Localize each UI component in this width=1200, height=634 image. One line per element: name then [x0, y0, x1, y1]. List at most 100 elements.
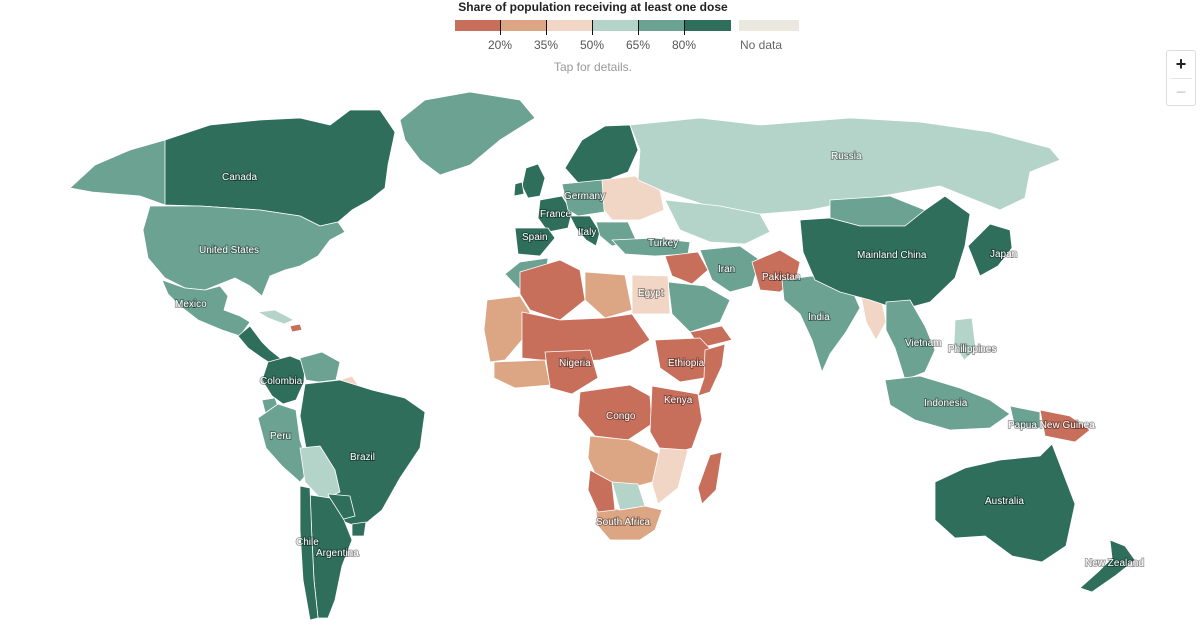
label-iran: Iran	[718, 264, 735, 275]
zoom-divider	[1170, 78, 1192, 79]
country-nigeria[interactable]	[544, 349, 599, 395]
country-egypt[interactable]	[631, 274, 671, 315]
map-legend: Share of population receiving at least o…	[0, 0, 1200, 80]
label-france: France	[540, 209, 572, 220]
country-botswana[interactable]	[611, 481, 646, 511]
legend-swatch-over-80	[685, 20, 731, 31]
country-haiti[interactable]	[289, 323, 303, 333]
label-kenya: Kenya	[664, 395, 693, 406]
country-japan-korea[interactable]	[967, 223, 1013, 277]
country-angola-zambia[interactable]	[587, 435, 665, 489]
label-turkey: Turkey	[648, 238, 678, 249]
country-united-states[interactable]	[142, 205, 346, 297]
country-italy[interactable]	[569, 215, 601, 247]
country-russia[interactable]	[629, 117, 1061, 215]
legend-tick	[592, 20, 593, 35]
legend-tick	[500, 20, 501, 35]
country-cuba[interactable]	[257, 309, 295, 325]
label-spain: Spain	[522, 232, 548, 243]
legend-tick	[684, 20, 685, 35]
label-australia: Australia	[985, 496, 1024, 507]
label-mainland-china: Mainland China	[857, 250, 927, 261]
label-chile: Chile	[296, 537, 319, 548]
legend-tick-label: 65%	[625, 38, 651, 52]
legend-swatch-50-65	[593, 20, 639, 31]
country-ireland[interactable]	[513, 181, 525, 197]
country-uruguay[interactable]	[351, 521, 367, 537]
legend-swatch-under-20	[455, 20, 501, 31]
legend-swatch-20-35	[501, 20, 547, 31]
legend-tick-label: 20%	[487, 38, 513, 52]
country-south-africa[interactable]	[594, 503, 663, 541]
zoom-control: + −	[1166, 50, 1196, 106]
label-south-africa: South Africa	[596, 517, 650, 528]
legend-title: Share of population receiving at least o…	[458, 0, 728, 14]
label-colombia: Colombia	[260, 376, 303, 387]
tap-hint: Tap for details.	[553, 60, 633, 74]
label-papua-new-guinea: Papua New Guinea	[1008, 420, 1095, 431]
country-mainland-china[interactable]	[799, 195, 971, 311]
country-philippines[interactable]	[953, 317, 977, 361]
label-egypt: Egypt	[638, 288, 664, 299]
legend-tick	[638, 20, 639, 35]
country-papua[interactable]	[1009, 405, 1041, 429]
label-ethiopia: Ethiopia	[668, 358, 705, 369]
country-namibia[interactable]	[587, 469, 616, 513]
label-united-states: United States	[199, 245, 259, 256]
legend-no-data-label: No data	[740, 38, 783, 52]
country-mozambique[interactable]	[651, 447, 689, 505]
label-russia: Russia	[831, 151, 862, 162]
label-vietnam: Vietnam	[905, 338, 942, 349]
label-argentina: Argentina	[316, 548, 359, 559]
country-saudi-arabia[interactable]	[667, 281, 731, 333]
country-bolivia[interactable]	[299, 445, 341, 501]
legend-tick-label: 80%	[671, 38, 697, 52]
country-western-africa[interactable]	[483, 295, 531, 363]
label-congo: Congo	[606, 411, 636, 422]
country-algeria[interactable]	[519, 259, 586, 321]
country-kazakhstan[interactable]	[664, 199, 771, 245]
country-iran[interactable]	[699, 245, 761, 293]
legend-tick	[546, 20, 547, 35]
country-iraq-syria[interactable]	[664, 251, 709, 285]
country-papua-new-guinea[interactable]	[1039, 409, 1091, 443]
country-southeast-asia[interactable]	[885, 299, 936, 381]
label-brazil: Brazil	[350, 452, 375, 463]
country-west-african-coast[interactable]	[493, 359, 551, 389]
legend-tick-label: 50%	[579, 38, 605, 52]
country-indonesia-malaysia[interactable]	[884, 375, 1011, 431]
label-germany: Germany	[564, 191, 605, 202]
label-indonesia: Indonesia	[924, 398, 968, 409]
label-india: India	[808, 312, 830, 323]
legend-tick-label: 35%	[533, 38, 559, 52]
country-mexico[interactable]	[161, 279, 251, 337]
country-alaska[interactable]	[69, 139, 173, 206]
label-nigeria: Nigeria	[559, 358, 591, 369]
legend-color-scale	[455, 20, 731, 31]
zoom-out-button[interactable]: −	[1175, 82, 1187, 102]
country-france[interactable]	[537, 195, 573, 233]
country-greenland[interactable]	[399, 91, 536, 176]
label-peru: Peru	[270, 431, 291, 442]
legend-swatch-65-80	[639, 20, 685, 31]
country-united-kingdom[interactable]	[521, 163, 546, 199]
country-chile[interactable]	[299, 485, 319, 621]
country-colombia[interactable]	[261, 355, 306, 405]
label-philippines: Philippines	[948, 344, 996, 355]
label-mexico: Mexico	[175, 299, 207, 310]
zoom-in-button[interactable]: +	[1175, 54, 1187, 74]
label-pakistan: Pakistan	[762, 272, 800, 283]
country-venezuela[interactable]	[299, 351, 341, 383]
country-australia[interactable]	[934, 443, 1076, 563]
label-new-zealand: New Zealand	[1085, 558, 1144, 569]
country-central-africa[interactable]	[577, 384, 653, 441]
country-libya[interactable]	[584, 271, 633, 319]
country-madagascar[interactable]	[697, 451, 723, 505]
country-spain-portugal[interactable]	[514, 227, 556, 257]
country-somalia[interactable]	[697, 343, 726, 397]
country-new-zealand[interactable]	[1079, 539, 1136, 593]
legend-no-data-swatch	[739, 20, 799, 31]
label-canada: Canada	[222, 172, 257, 183]
country-kenya-tanzania[interactable]	[649, 385, 703, 457]
